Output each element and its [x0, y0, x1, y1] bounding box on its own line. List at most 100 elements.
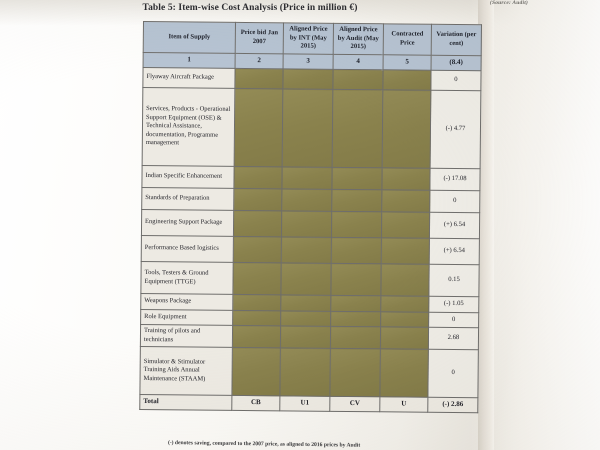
redacted-cell-aligned-audit [332, 69, 384, 90]
redacted-cell-aligned-int [281, 166, 333, 190]
redacted-cell-aligned-audit [330, 263, 382, 296]
redacted-cell-contracted [380, 311, 429, 328]
row-item-label: Engineering Support Package [141, 209, 234, 237]
variation-value: 0.15 [428, 264, 480, 297]
variation-value: 0 [430, 70, 482, 91]
redacted-cell-aligned-int [282, 68, 334, 90]
variation-value: 2.68 [428, 327, 479, 350]
redacted-cell-aligned-int [280, 262, 332, 296]
variation-value: (-) 1.05 [428, 296, 479, 313]
redacted-cell-aligned-int [281, 188, 332, 212]
redacted-cell-price-bid [234, 88, 283, 167]
table-row: Tools, Testers & Ground Equipment (TTGE)… [140, 261, 480, 297]
redacted-cell-aligned-audit [330, 295, 381, 312]
redacted-cell-aligned-audit [331, 189, 382, 212]
column-number-2: 2 [235, 53, 284, 69]
redacted-cell-price-bid [232, 325, 281, 349]
column-number-4: 4 [333, 54, 384, 70]
column-number-6: (8.4) [431, 55, 482, 71]
table-head: Item of Supply Price bid Jan 2007 Aligne… [143, 21, 482, 71]
table-body: Flyaway Aircraft Package 0 Services, Pro… [139, 67, 482, 413]
table-row: Standards of Preparation 0 [141, 187, 480, 213]
table-row: Training of pilots and technicians 2.68 [140, 324, 479, 350]
table-row: Services, Products - Operational Support… [142, 87, 481, 169]
redacted-cell-contracted [382, 89, 431, 169]
row-item-label: Training of pilots and technicians [140, 324, 233, 348]
table-title: Table 5: Item-wise Cost Analysis (Price … [142, 3, 358, 13]
redacted-cell-contracted [381, 189, 430, 213]
redacted-cell-price-bid [233, 166, 283, 189]
cost-analysis-table-wrapper: Item of Supply Price bid Jan 2007 Aligne… [139, 21, 482, 413]
redacted-cell-contracted [379, 349, 429, 398]
column-header-aligned-price-int: Aligned Price by INT (May 2015) [283, 22, 334, 55]
redacted-cell-contracted [382, 69, 432, 91]
redacted-cell-aligned-int [280, 294, 331, 312]
redacted-cell-aligned-audit [330, 326, 381, 350]
redacted-cell-price-bid [232, 310, 281, 326]
total-row-label: Total [139, 394, 232, 410]
redacted-cell-contracted [380, 326, 429, 350]
redacted-cell-price-bid [233, 210, 282, 237]
row-item-label: Performance Based logistics [141, 235, 234, 263]
column-header-variation: Variation (per cent) [431, 24, 482, 56]
column-header-contracted-price: Contracted Price [383, 23, 432, 56]
total-price-bid: CB [231, 395, 280, 411]
table-row: Engineering Support Package (+) 6.54 [141, 209, 480, 239]
redacted-cell-price-bid [233, 188, 282, 211]
redacted-cell-aligned-audit [332, 89, 383, 168]
table-total-row: Total CB U1 CV U (-) 2.86 [139, 394, 478, 413]
redacted-cell-aligned-int [281, 210, 332, 238]
redacted-cell-aligned-int [280, 310, 331, 327]
row-item-label: Indian Specific Enhancement [141, 165, 235, 189]
redacted-cell-aligned-int [282, 88, 333, 168]
variation-value: 0 [429, 190, 480, 213]
row-item-label: Tools, Testers & Ground Equipment (TTGE) [140, 261, 234, 295]
total-aligned-audit: CV [329, 396, 380, 412]
redacted-cell-aligned-audit [331, 237, 382, 264]
total-contracted: U [379, 397, 428, 412]
column-number-5: 5 [383, 54, 432, 71]
table-row: Performance Based logistics (+) 6.54 [141, 235, 480, 265]
total-aligned-int: U1 [279, 396, 330, 411]
column-header-aligned-price-audit: Aligned Price by Audit (May 2015) [333, 23, 384, 55]
redacted-cell-price-bid [234, 68, 284, 89]
redacted-cell-aligned-int [280, 325, 331, 349]
column-number-3: 3 [283, 53, 334, 70]
column-number-1: 1 [143, 52, 236, 69]
redacted-cell-aligned-audit [329, 348, 381, 398]
redacted-cell-contracted [381, 237, 430, 265]
variation-value: (-) 4.77 [430, 90, 481, 169]
row-item-label: Services, Products - Operational Support… [142, 87, 235, 167]
cost-analysis-table: Item of Supply Price bid Jan 2007 Aligne… [139, 21, 482, 413]
redacted-cell-aligned-int [279, 348, 331, 397]
redacted-cell-price-bid [232, 294, 281, 311]
redacted-cell-contracted [381, 167, 431, 191]
source-note: (Source: Audit) [489, 0, 528, 6]
variation-value: (+) 6.54 [429, 212, 480, 239]
redacted-cell-contracted [381, 211, 430, 239]
row-item-label: Standards of Preparation [141, 187, 234, 211]
redacted-cell-aligned-audit [331, 211, 382, 238]
table-row: Indian Specific Enhancement (-) 17.08 [141, 165, 481, 191]
table-row: Simulator & Stimulator Training Aids Ann… [139, 346, 479, 398]
row-item-label: Weapons Package [140, 293, 233, 311]
row-item-label: Simulator & Stimulator Training Aids Ann… [139, 346, 233, 396]
header-row-labels: Item of Supply Price bid Jan 2007 Aligne… [143, 21, 482, 56]
column-header-item-of-supply: Item of Supply [143, 21, 236, 54]
variation-value: 0 [427, 349, 479, 398]
redacted-cell-aligned-int [281, 236, 332, 264]
column-header-price-bid: Price bid Jan 2007 [235, 22, 284, 54]
variation-value: (+) 6.54 [429, 238, 480, 265]
row-item-label: Flyaway Aircraft Package [142, 67, 236, 89]
variation-value: (-) 17.08 [429, 168, 481, 191]
redacted-cell-price-bid [233, 236, 282, 263]
redacted-cell-price-bid [232, 262, 282, 295]
redacted-cell-contracted [380, 295, 429, 313]
redacted-cell-price-bid [231, 347, 281, 397]
redacted-cell-aligned-audit [331, 167, 383, 190]
total-variation: (-) 2.86 [427, 397, 478, 413]
redacted-cell-aligned-audit [330, 311, 381, 327]
variation-value: 0 [428, 312, 479, 328]
redacted-cell-contracted [380, 263, 430, 297]
